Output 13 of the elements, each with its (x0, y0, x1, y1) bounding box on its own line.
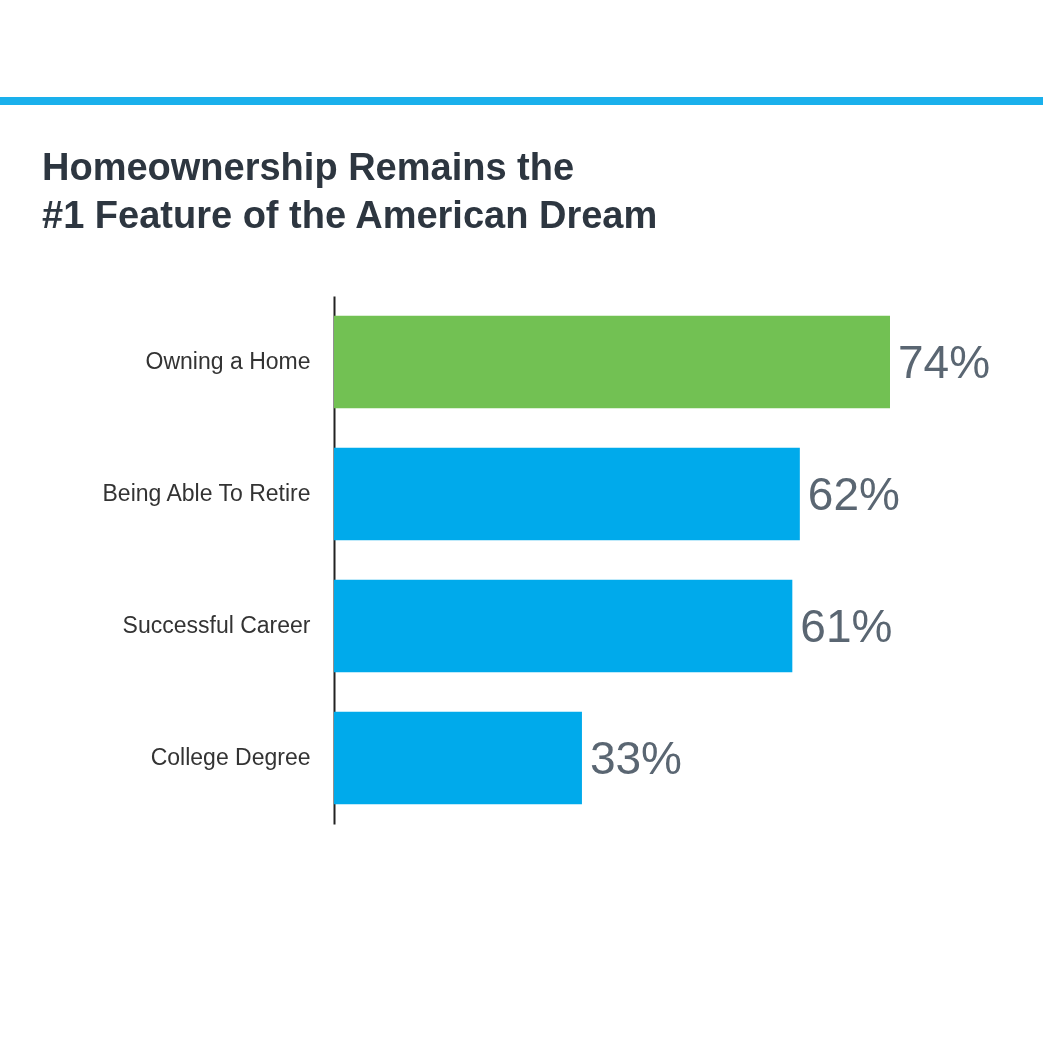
bar (334, 315, 890, 409)
y-tick-label: College Degree (150, 744, 311, 770)
chart-title: Homeownership Remains the #1 Feature of the American Dream (42, 145, 658, 238)
y-tick-label: Successful Career (122, 612, 311, 638)
bar (334, 579, 793, 673)
bar (334, 711, 582, 805)
data-label: 61% (800, 600, 893, 652)
bar (334, 447, 800, 541)
data-label: 62% (807, 468, 900, 520)
y-tick-label: Owning a Home (145, 348, 311, 374)
data-label: 74% (898, 336, 991, 388)
y-tick-label: Being Able To Retire (102, 480, 311, 506)
data-label: 33% (589, 732, 683, 784)
